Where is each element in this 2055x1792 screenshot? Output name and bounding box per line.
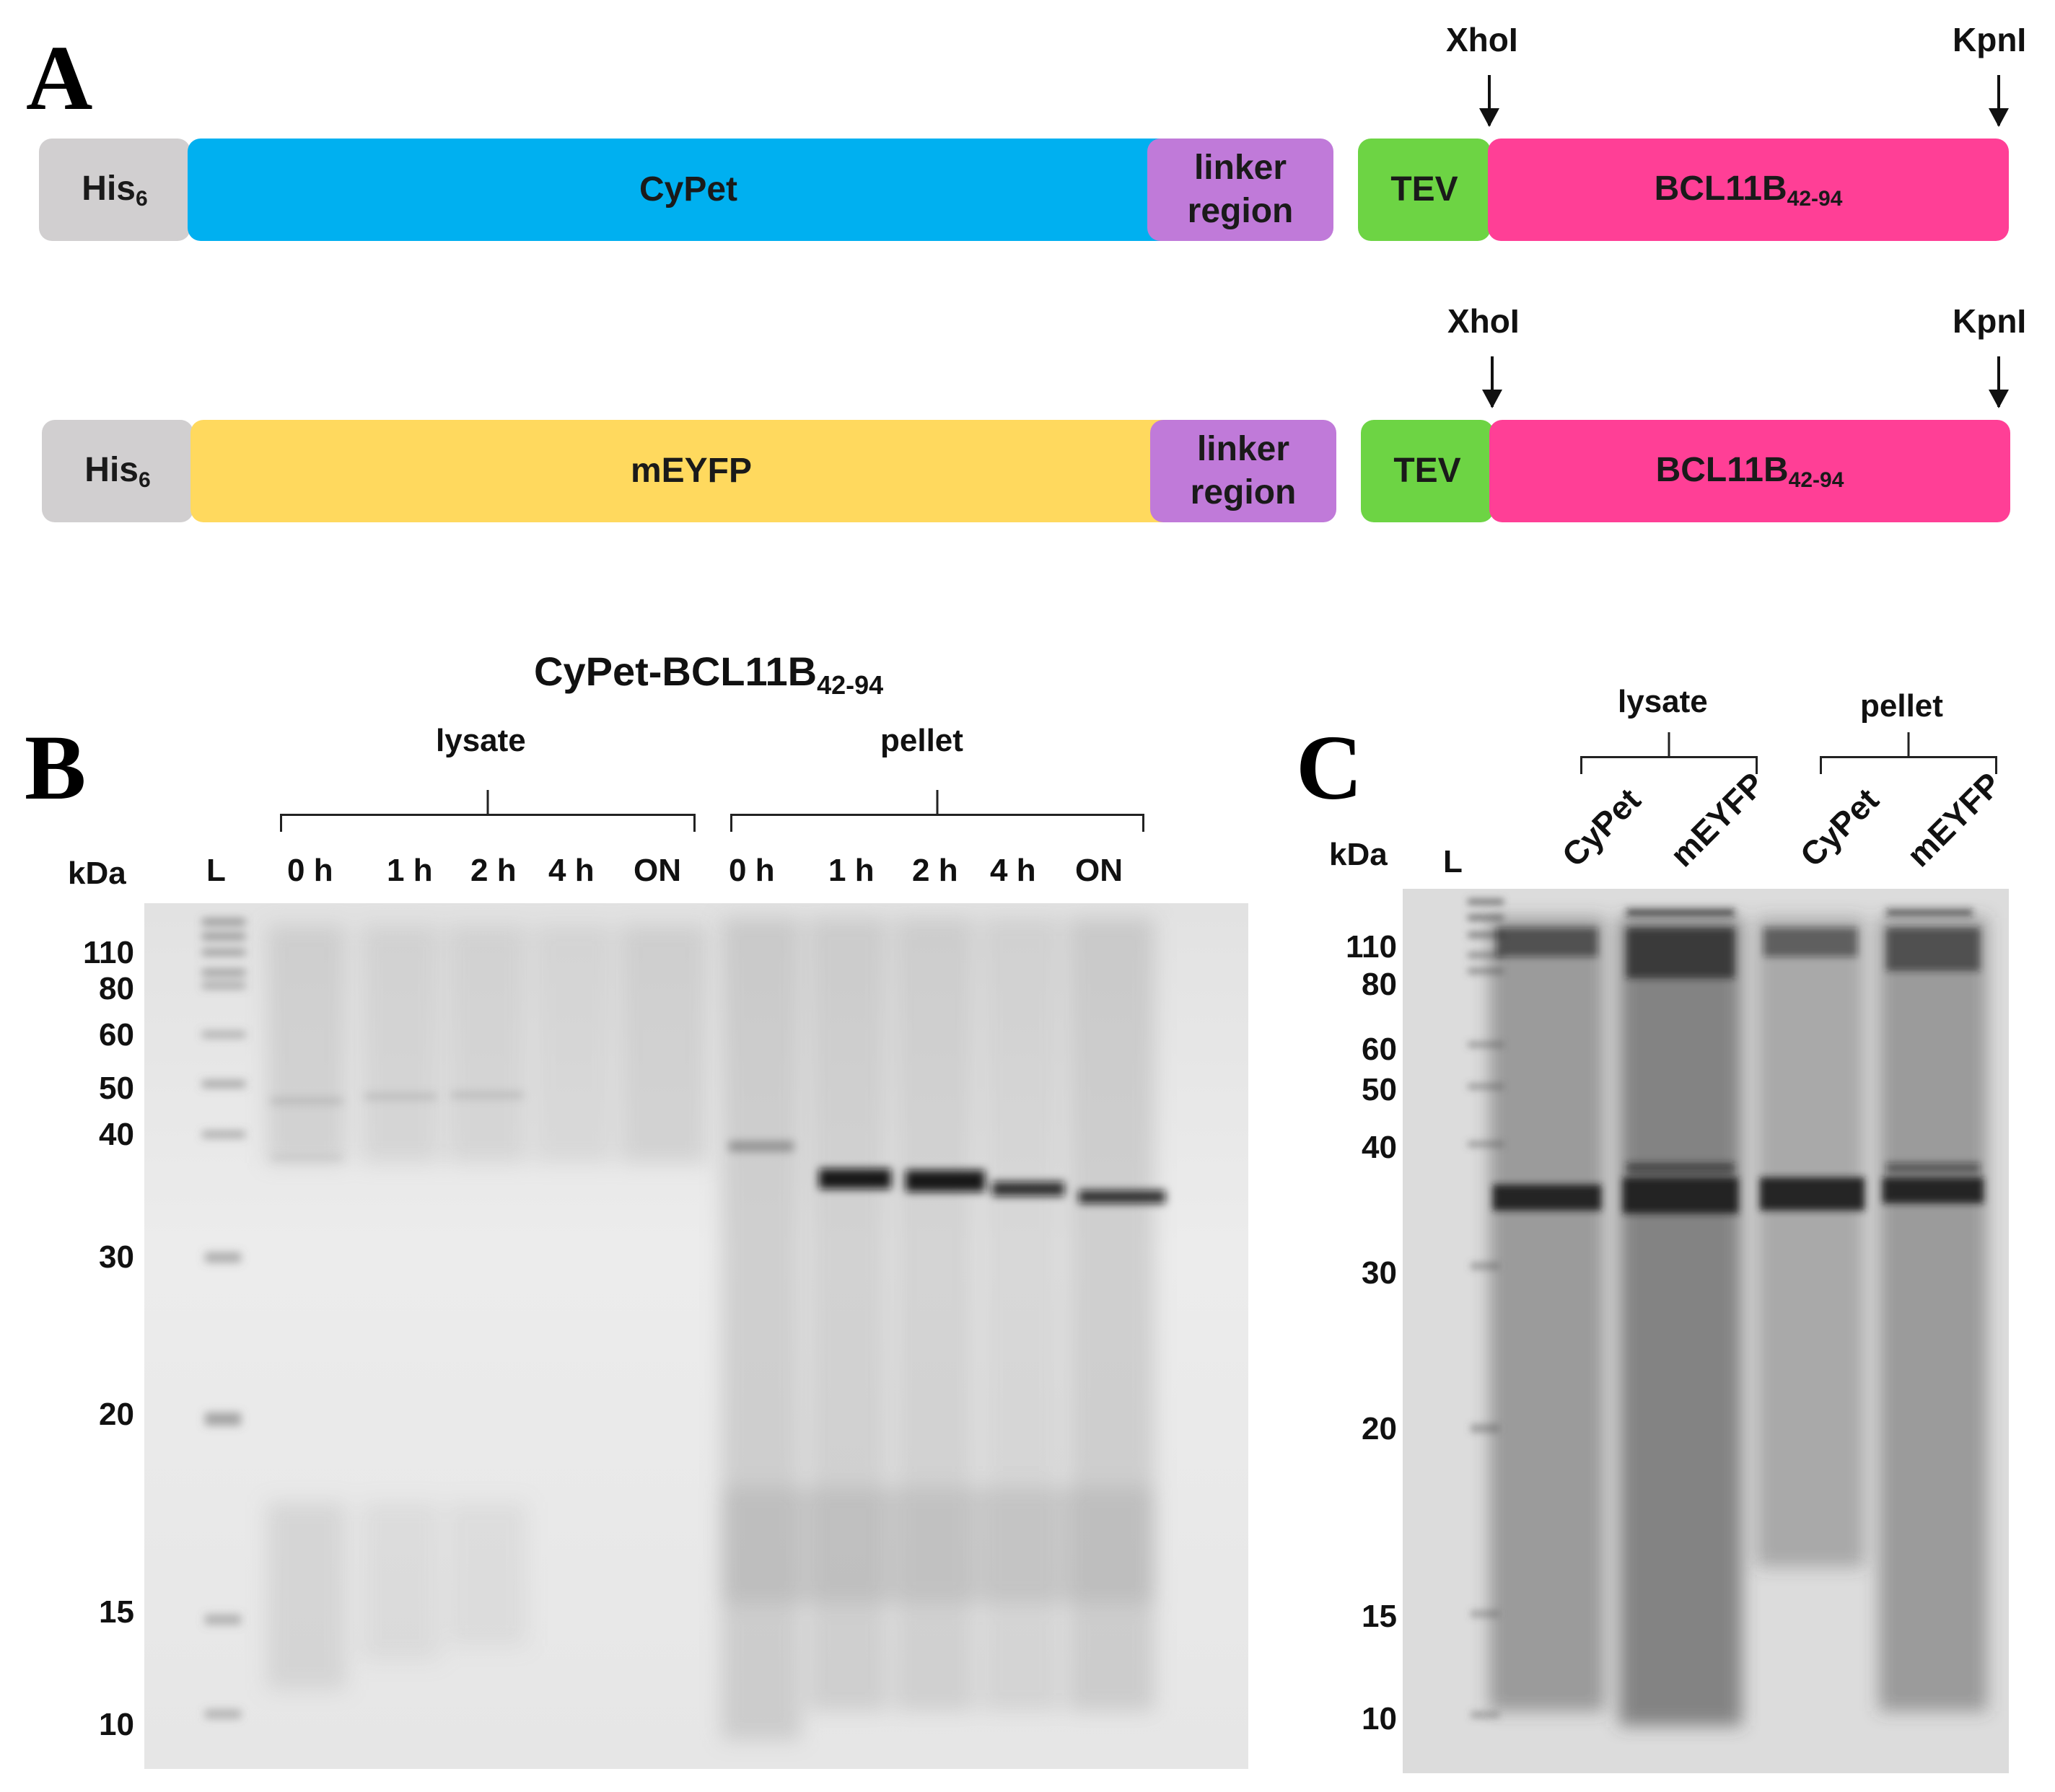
gel-b-lane-label: 0 h [729, 853, 775, 888]
gel-c-mw-15: 15 [1362, 1599, 1397, 1634]
gel-b-kda-label: kDa [68, 856, 126, 891]
kpni-site-label-1: KpnI [1953, 21, 2027, 58]
gel-b-lane-label: ON [634, 853, 681, 888]
gel-c-pellet-bracket [1820, 756, 1997, 774]
gel-c-mw-20: 20 [1362, 1411, 1397, 1446]
gel-c-lane-label: mEYFP [1899, 765, 2009, 874]
gel-c-kda-label: kDa [1329, 837, 1388, 872]
panel-a-letter: A [26, 27, 93, 129]
gel-b-mw-10: 10 [99, 1707, 134, 1742]
gel-c-group-pellet: pellet [1860, 688, 1943, 724]
gel-b-mw-40: 40 [99, 1117, 134, 1152]
gel-c-mw-80: 80 [1362, 967, 1397, 1002]
gel-b-mw-30: 30 [99, 1239, 134, 1275]
gel-b-mw-60: 60 [99, 1017, 134, 1053]
xhoi-arrow-2 [1482, 356, 1502, 408]
gel-c-mw-110: 110 [1346, 929, 1397, 965]
gel-b-lysate-bracket [280, 814, 696, 832]
gel-c-mw-50: 50 [1362, 1072, 1397, 1107]
gel-b-lane-label: 1 h [828, 853, 875, 888]
gel-c-mw-30: 30 [1362, 1255, 1397, 1291]
gel-b-lane-label: ON [1075, 853, 1123, 888]
meyfp-domain: mEYFP [190, 420, 1192, 522]
gel-c-mw-60: 60 [1362, 1032, 1397, 1067]
xhoi-site-label-2: XhoI [1447, 302, 1520, 340]
gel-b-mw-20: 20 [99, 1397, 134, 1432]
tev-site: TEV [1361, 420, 1494, 522]
his6-tag: His6 [42, 420, 193, 522]
gel-b-group-lysate: lysate [436, 723, 526, 758]
his6-tag: His6 [39, 139, 190, 241]
linker-region: linker region [1147, 139, 1333, 241]
gel-b-lane-label: 4 h [548, 853, 595, 888]
gel-c-mw-10: 10 [1362, 1701, 1397, 1736]
xhoi-arrow-1 [1479, 75, 1499, 127]
kpni-arrow-2 [1989, 356, 2009, 408]
kpni-arrow-1 [1989, 75, 2009, 127]
bcl11b-domain: BCL11B42-94 [1488, 139, 2009, 241]
gel-c-lane-label: CyPet [1554, 781, 1648, 874]
gel-b-mw-50: 50 [99, 1071, 134, 1106]
cypet-domain: CyPet [188, 139, 1189, 241]
panel-b-letter: B [25, 716, 87, 819]
gel-b-image [144, 903, 1248, 1769]
linker-region: linker region [1150, 420, 1336, 522]
panel-c-letter: C [1296, 716, 1363, 819]
gel-b-pellet-bracket [730, 814, 1144, 832]
tev-site: TEV [1358, 139, 1491, 241]
gel-b-lane-label: 0 h [287, 853, 333, 888]
gel-b-group-pellet: pellet [880, 723, 963, 758]
gel-c-mw-40: 40 [1362, 1130, 1397, 1165]
bcl11b-domain: BCL11B42-94 [1489, 420, 2010, 522]
gel-c-lane-label: CyPet [1792, 781, 1886, 874]
gel-b-lane-label: 1 h [387, 853, 433, 888]
xhoi-site-label-1: XhoI [1446, 21, 1518, 58]
gel-c-group-lysate: lysate [1618, 684, 1708, 719]
gel-b-ladder-label: L [206, 853, 226, 888]
gel-b-lane-label: 2 h [470, 853, 517, 888]
kpni-site-label-2: KpnI [1953, 302, 2027, 340]
gel-c-lane-label: mEYFP [1662, 765, 1772, 874]
meyfp-construct: His6 mEYFP linker region TEV BCL11B42-94 [42, 420, 2012, 522]
cypet-construct: His6 CyPet linker region TEV BCL11B42-94 [39, 139, 2009, 241]
gel-c-lysate-bracket [1580, 756, 1758, 774]
gel-b-lane-label: 2 h [912, 853, 958, 888]
gel-c-ladder-label: L [1443, 844, 1463, 879]
gel-b-title: CyPet-BCL11B42-94 [534, 649, 884, 700]
gel-b-mw-15: 15 [99, 1594, 134, 1630]
gel-b-lane-label: 4 h [990, 853, 1036, 888]
gel-b-mw-80: 80 [99, 971, 134, 1006]
gel-c-image [1403, 889, 2009, 1773]
gel-b-mw-110: 110 [83, 935, 134, 970]
